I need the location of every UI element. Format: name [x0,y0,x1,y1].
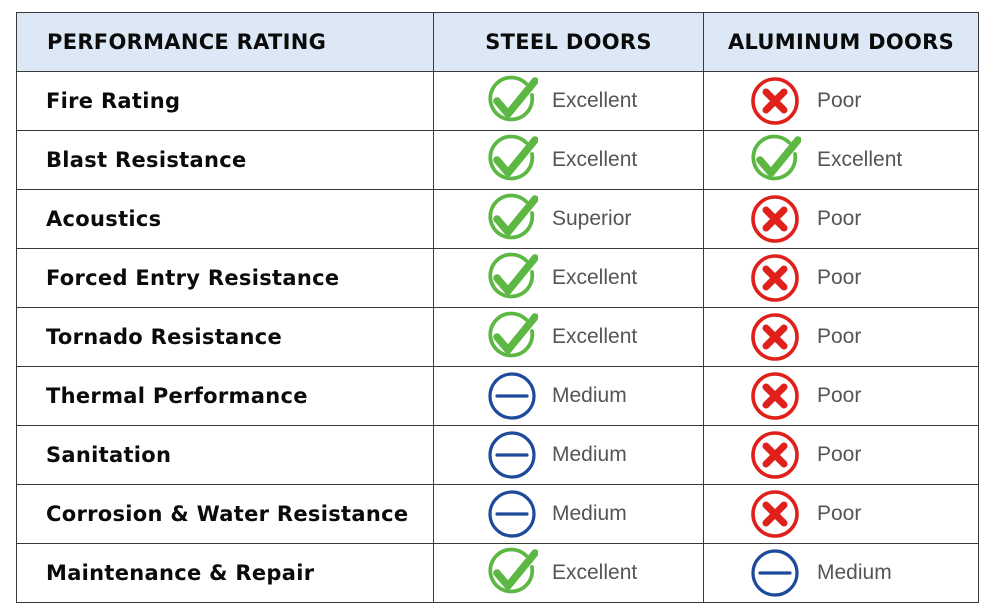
aluminum-rating-cell: Poor [703,307,979,367]
steel-rating-cell: Superior [433,189,704,249]
steel-rating-cell: Excellent [433,248,704,308]
dash-icon [486,488,538,540]
steel-rating-cell: Excellent [433,307,704,367]
performance-label: Corrosion & Water Resistance [16,484,434,544]
table-row: Fire Rating Excellent Poor [16,71,979,131]
steel-rating-text: Excellent [552,325,638,348]
steel-rating-text: Medium [552,443,627,466]
table-body: Fire Rating Excellent Poor Blast Resistance… [16,71,979,603]
check-icon [486,547,538,599]
aluminum-rating-text: Poor [817,266,862,289]
header-aluminum-doors: ALUMINUM DOORS [703,12,979,72]
steel-rating-text: Excellent [552,148,638,171]
aluminum-rating-text: Poor [817,443,862,466]
header-steel-doors: STEEL DOORS [433,12,704,72]
x-icon [749,311,801,363]
table-row: Blast Resistance Excellent Excellent [16,130,979,190]
aluminum-rating-cell: Poor [703,189,979,249]
table-row: Forced Entry Resistance Excellent Poor [16,248,979,308]
aluminum-rating-text: Excellent [817,148,903,171]
performance-label: Maintenance & Repair [16,543,434,603]
steel-rating-cell: Excellent [433,71,704,131]
steel-rating-text: Superior [552,207,632,230]
steel-rating-cell: Excellent [433,130,704,190]
aluminum-rating-text: Poor [817,89,862,112]
table-row: Acoustics Superior Poor [16,189,979,249]
steel-rating-text: Medium [552,384,627,407]
x-icon [749,370,801,422]
x-icon [749,488,801,540]
check-icon [486,134,538,186]
performance-label: Tornado Resistance [16,307,434,367]
x-icon [749,193,801,245]
table-row: Thermal Performance Medium Poor [16,366,979,426]
comparison-table-container: PERFORMANCE RATING STEEL DOORS ALUMINUM … [16,12,979,603]
performance-label: Sanitation [16,425,434,485]
check-icon [486,252,538,304]
performance-label: Acoustics [16,189,434,249]
aluminum-rating-cell: Poor [703,484,979,544]
header-performance-rating: PERFORMANCE RATING [16,12,434,72]
x-icon [749,75,801,127]
dash-icon [749,547,801,599]
performance-label: Blast Resistance [16,130,434,190]
aluminum-rating-text: Medium [817,561,892,584]
header-row: PERFORMANCE RATING STEEL DOORS ALUMINUM … [16,12,979,72]
steel-rating-text: Excellent [552,266,638,289]
table-row: Maintenance & Repair Excellent Medium [16,543,979,603]
aluminum-rating-cell: Poor [703,71,979,131]
aluminum-rating-text: Poor [817,207,862,230]
table-row: Tornado Resistance Excellent Poor [16,307,979,367]
check-icon [749,134,801,186]
aluminum-rating-cell: Excellent [703,130,979,190]
steel-rating-cell: Medium [433,425,704,485]
check-icon [486,75,538,127]
aluminum-rating-cell: Poor [703,366,979,426]
aluminum-rating-cell: Poor [703,425,979,485]
aluminum-rating-cell: Medium [703,543,979,603]
aluminum-rating-text: Poor [817,325,862,348]
performance-label: Thermal Performance [16,366,434,426]
x-icon [749,252,801,304]
aluminum-rating-text: Poor [817,384,862,407]
steel-rating-text: Medium [552,502,627,525]
table-header: PERFORMANCE RATING STEEL DOORS ALUMINUM … [16,12,979,72]
aluminum-rating-cell: Poor [703,248,979,308]
x-icon [749,429,801,481]
check-icon [486,311,538,363]
check-icon [486,193,538,245]
steel-rating-cell: Excellent [433,543,704,603]
steel-rating-cell: Medium [433,484,704,544]
performance-label: Fire Rating [16,71,434,131]
steel-rating-text: Excellent [552,89,638,112]
steel-rating-text: Excellent [552,561,638,584]
door-comparison-table: PERFORMANCE RATING STEEL DOORS ALUMINUM … [16,12,979,603]
dash-icon [486,370,538,422]
aluminum-rating-text: Poor [817,502,862,525]
dash-icon [486,429,538,481]
table-row: Sanitation Medium Poor [16,425,979,485]
performance-label: Forced Entry Resistance [16,248,434,308]
table-row: Corrosion & Water Resistance Medium Poor [16,484,979,544]
steel-rating-cell: Medium [433,366,704,426]
